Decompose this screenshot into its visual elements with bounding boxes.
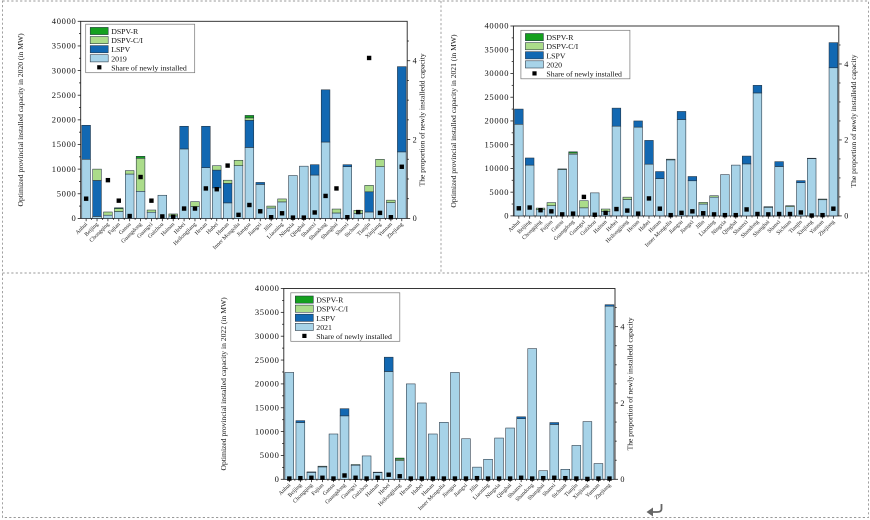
svg-text:0: 0 xyxy=(504,211,509,221)
svg-text:35000: 35000 xyxy=(255,307,280,317)
svg-text:0: 0 xyxy=(275,474,280,484)
svg-text:Optimized provincial installed: Optimized provincial installed capacity … xyxy=(449,34,458,208)
svg-text:5000: 5000 xyxy=(260,450,280,460)
svg-text:0: 0 xyxy=(413,214,417,223)
svg-text:The proportion of newly instal: The proportion of newly installedd capac… xyxy=(418,53,427,186)
svg-text:Share of newly installed: Share of newly installed xyxy=(111,63,187,72)
svg-text:Share of newly installed: Share of newly installed xyxy=(316,332,392,341)
svg-text:2020: 2020 xyxy=(546,60,562,69)
svg-text:20000: 20000 xyxy=(255,379,280,389)
svg-text:Jilin: Jilin xyxy=(695,219,706,230)
svg-text:40000: 40000 xyxy=(52,16,77,26)
svg-text:10000: 10000 xyxy=(484,163,509,173)
svg-text:30000: 30000 xyxy=(255,331,280,341)
svg-text:The proportion of newly instal: The proportion of newly installedd capac… xyxy=(849,54,858,187)
svg-text:40000: 40000 xyxy=(255,283,280,293)
svg-text:4: 4 xyxy=(844,60,848,69)
svg-text:LSPV: LSPV xyxy=(111,45,130,54)
svg-text:Optimized provincial installed: Optimized provincial installed capacity … xyxy=(16,33,25,207)
svg-text:10000: 10000 xyxy=(255,426,280,436)
svg-text:DSPV-C/I: DSPV-C/I xyxy=(111,36,143,45)
svg-text:DSPV-R: DSPV-R xyxy=(316,296,344,305)
svg-text:DSPV-R: DSPV-R xyxy=(546,33,574,42)
svg-text:2: 2 xyxy=(844,136,848,145)
svg-text:15000: 15000 xyxy=(52,139,77,149)
svg-text:0: 0 xyxy=(620,475,624,484)
svg-text:10000: 10000 xyxy=(52,164,77,174)
svg-text:Share of newly installed: Share of newly installed xyxy=(546,70,622,79)
svg-text:35000: 35000 xyxy=(52,41,77,51)
svg-text:5000: 5000 xyxy=(57,188,77,198)
svg-text:LSPV: LSPV xyxy=(546,51,565,60)
svg-text:0: 0 xyxy=(72,213,77,223)
svg-text:The proportion of newly instal: The proportion of newly installedd capac… xyxy=(625,317,634,450)
svg-text:DSPV-C/I: DSPV-C/I xyxy=(316,305,348,314)
svg-text:LSPV: LSPV xyxy=(316,314,335,323)
svg-text:DSPV-R: DSPV-R xyxy=(111,27,139,36)
svg-text:35000: 35000 xyxy=(484,44,509,54)
svg-text:25000: 25000 xyxy=(484,92,509,102)
svg-text:2021: 2021 xyxy=(316,323,332,332)
svg-text:25000: 25000 xyxy=(52,90,77,100)
svg-text:Optimized provincial installed: Optimized provincial installed capacity … xyxy=(219,297,228,471)
svg-text:2: 2 xyxy=(413,135,417,144)
svg-text:30000: 30000 xyxy=(52,65,77,75)
svg-text:DSPV-C/I: DSPV-C/I xyxy=(546,42,578,51)
svg-text:20000: 20000 xyxy=(52,115,77,125)
svg-text:25000: 25000 xyxy=(255,355,280,365)
svg-text:15000: 15000 xyxy=(255,402,280,412)
svg-text:20000: 20000 xyxy=(484,116,509,126)
svg-text:2019: 2019 xyxy=(111,54,127,63)
svg-text:4: 4 xyxy=(620,322,624,331)
svg-text:Jilin: Jilin xyxy=(263,222,274,233)
svg-text:Jilin: Jilin xyxy=(469,483,480,494)
svg-text:30000: 30000 xyxy=(484,68,509,78)
svg-text:5000: 5000 xyxy=(489,187,509,197)
svg-text:40000: 40000 xyxy=(484,21,509,31)
svg-text:4: 4 xyxy=(413,57,417,66)
svg-text:0: 0 xyxy=(844,212,848,221)
svg-text:15000: 15000 xyxy=(484,139,509,149)
svg-text:2: 2 xyxy=(620,399,624,408)
